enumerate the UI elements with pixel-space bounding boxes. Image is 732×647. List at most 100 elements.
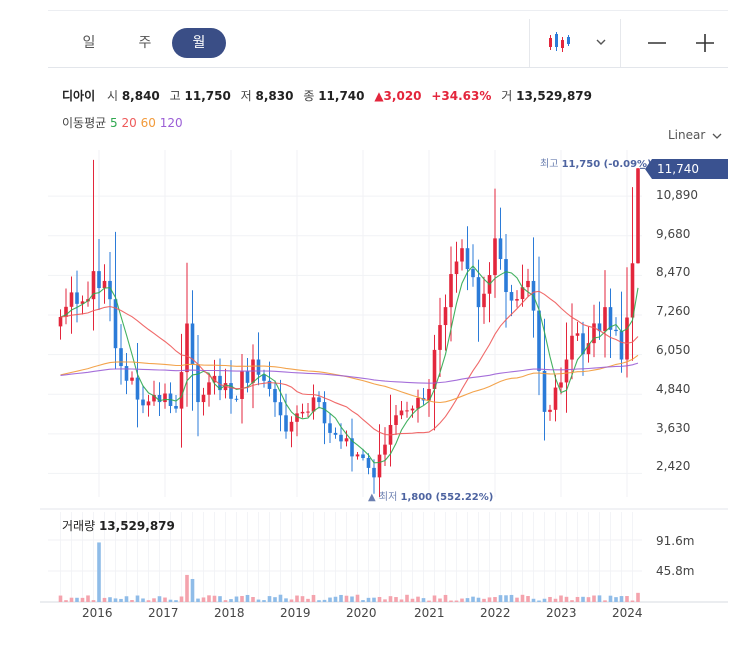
ma-5: 5 (110, 116, 118, 130)
volume-bar (207, 595, 211, 602)
candle-body (80, 301, 85, 304)
volume-bar (498, 595, 503, 602)
ma-5-line (60, 265, 639, 464)
volume-tick-label: 45.8m (656, 564, 695, 578)
volume-bar (240, 595, 244, 602)
candle-body (64, 306, 68, 317)
x-tick-label: 2020 (346, 606, 377, 620)
volume-bar (157, 596, 162, 602)
x-tick-label: 2021 (414, 606, 445, 620)
volume-bar (311, 594, 316, 602)
low-value: 8,830 (255, 89, 294, 103)
candle-body (366, 458, 371, 468)
candle-body (240, 371, 244, 399)
volume-bar (196, 598, 200, 602)
candlestick-icon[interactable] (545, 28, 575, 58)
scale-mode-dropdown[interactable]: Linear (668, 128, 723, 142)
candle-body (141, 399, 145, 406)
y-tick-label: 3,630 (656, 421, 691, 435)
volume-bar (124, 596, 129, 602)
candle-body (163, 393, 167, 403)
candle-body (339, 434, 343, 442)
volume-bar (234, 596, 239, 602)
x-tick-label: 2018 (214, 606, 245, 620)
candle-body (553, 387, 558, 410)
volume-bar (322, 599, 327, 602)
candle-body (328, 423, 332, 433)
candle-body (350, 438, 354, 457)
tab-week[interactable]: 주 (138, 35, 152, 51)
volume-bar (201, 597, 206, 602)
y-tick-label: 8,470 (656, 265, 691, 279)
tab-day[interactable]: 일 (82, 35, 96, 51)
candle-body (234, 398, 239, 400)
volume-panel-value: 13,529,879 (98, 519, 175, 533)
candle-body (383, 444, 387, 455)
candle-body (295, 413, 299, 422)
tab-month[interactable]: 월 (172, 28, 226, 58)
candle-body (405, 410, 409, 412)
candle-body (212, 375, 217, 383)
candle-body (289, 421, 294, 432)
y-tick-label: 4,840 (656, 382, 691, 396)
candle-body (515, 299, 519, 301)
volume-bar (174, 600, 178, 602)
candle-body (267, 380, 272, 389)
candle-body (432, 349, 437, 389)
volume-bar (289, 599, 294, 602)
volume-bar (306, 598, 310, 602)
candle-body (273, 388, 277, 403)
candle-body (196, 364, 200, 403)
volume-bar (163, 597, 167, 602)
candle-body (449, 274, 453, 308)
candle-body (410, 408, 415, 411)
candle-body (498, 238, 503, 260)
volume-bar (542, 598, 547, 602)
volume-bar (102, 597, 107, 602)
volume-bar (603, 600, 607, 602)
candle-body (344, 438, 349, 442)
candle-body (608, 307, 613, 330)
plus-icon[interactable] (690, 28, 720, 58)
volume-bar (267, 596, 272, 602)
candle-body (537, 310, 541, 371)
volume-tick-label: 91.6m (656, 534, 695, 548)
volume-bar (482, 598, 486, 602)
volume-bar (262, 600, 266, 602)
candle-body (91, 271, 96, 300)
x-tick-label: 2023 (546, 606, 577, 620)
candle-body (256, 359, 261, 375)
minus-icon[interactable] (642, 28, 672, 58)
volume-bar (273, 597, 277, 602)
scale-mode-label: Linear (668, 128, 706, 142)
volume-bar (168, 599, 173, 602)
chevron-down-icon[interactable] (586, 28, 616, 58)
change-percent: +34.63% (431, 89, 492, 103)
volume-bar (229, 599, 233, 602)
candle-body (278, 402, 283, 416)
volume-bar (344, 595, 349, 602)
volume-bar (108, 597, 112, 602)
volume-bar (146, 600, 151, 602)
volume-panel-label: 거래량 (62, 519, 96, 533)
volume-bar (504, 595, 508, 602)
toolbar-divider (529, 19, 530, 67)
candle-body (207, 382, 211, 395)
moving-average-legend[interactable]: 이동평균 5 20 60 120 (62, 114, 183, 131)
volume-bar (405, 594, 409, 602)
ma-60: 60 (140, 116, 156, 130)
volume-bar (75, 597, 79, 602)
volume-bar (339, 594, 343, 602)
candle-body (630, 263, 635, 318)
y-tick-label: 7,260 (656, 304, 691, 318)
volume-bar (394, 597, 398, 602)
volume-bar (427, 600, 431, 602)
candle-body (245, 371, 250, 383)
candle-body (614, 329, 618, 332)
volume-bar (460, 598, 464, 602)
candle-body (190, 323, 195, 365)
x-tick-label: 2019 (280, 606, 311, 620)
close-label: 종 (303, 89, 315, 103)
open-label: 시 (106, 89, 118, 103)
